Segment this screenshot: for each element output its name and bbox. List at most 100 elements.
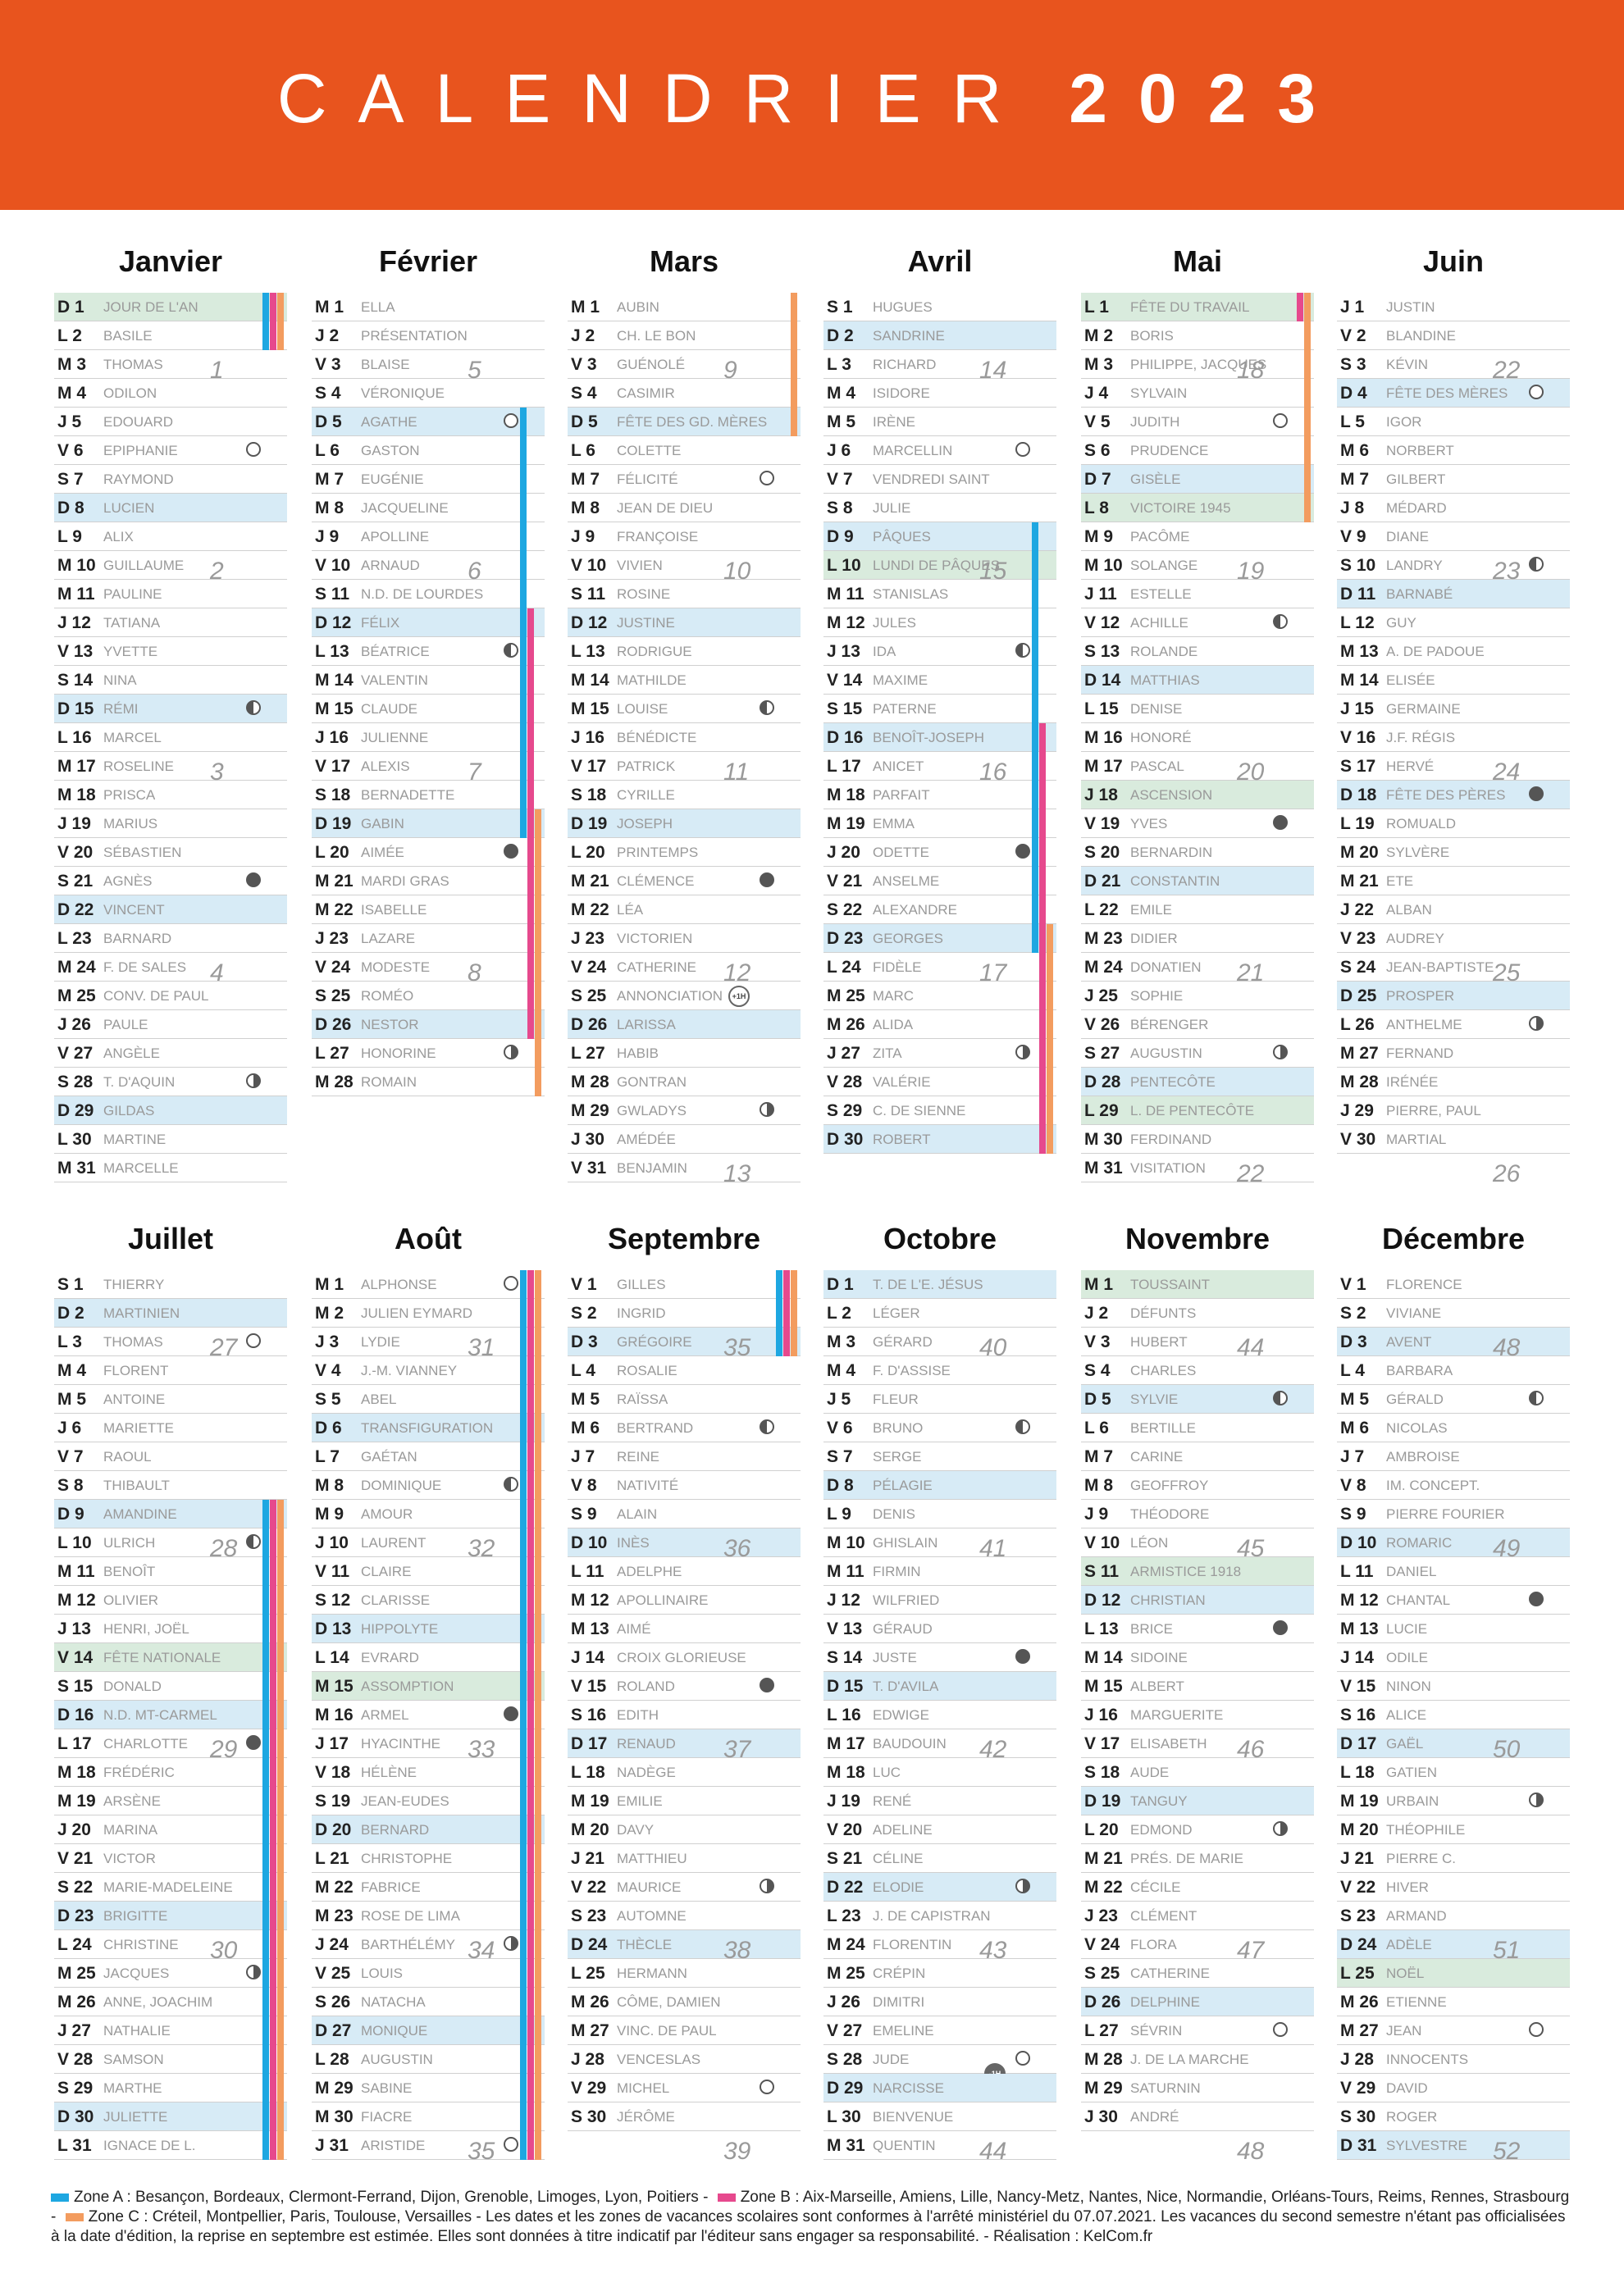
saint-name: AGATHE (361, 414, 417, 430)
day-label: S 7 (57, 470, 84, 489)
saint-name: GWLADYS (617, 1103, 687, 1118)
day-label: J 3 (315, 1332, 340, 1351)
saint-name: SAMSON (103, 2052, 164, 2067)
day-row: M 23 DIDIER (1081, 924, 1314, 953)
week-number: 35 (723, 1334, 751, 1361)
month-name: Avril (907, 244, 973, 278)
day-label: L 29 (1084, 1101, 1119, 1120)
new-moon-icon (1273, 815, 1288, 830)
first-quarter-icon (1273, 1045, 1288, 1059)
day-row: S 3 KÉVIN (1337, 350, 1570, 379)
day-row: D 2 SANDRINE (823, 321, 1056, 350)
day-label: M 19 (57, 1792, 96, 1811)
day-label: M 21 (571, 872, 609, 891)
month-name: Mai (1172, 244, 1222, 278)
day-row: M 18 PRISCA (54, 781, 287, 809)
saint-name: CASIMIR (617, 385, 675, 401)
day-row: D 16 BENOÎT-JOSEPH (823, 723, 1056, 752)
day-label: S 23 (1340, 1906, 1376, 1925)
saint-name: JUSTIN (1386, 299, 1435, 315)
day-row: D 22 ELODIE (823, 1873, 1056, 1902)
day-row: J 16 MARGUERITE (1081, 1701, 1314, 1729)
day-label: L 2 (57, 326, 82, 345)
saint-name: GUY (1386, 615, 1416, 631)
day-row: J 16 BÉNÉDICTE (568, 723, 801, 752)
saint-name: ANNONCIATION (617, 988, 723, 1004)
saint-name: DONALD (103, 1679, 162, 1694)
day-label: V 31 (571, 1159, 607, 1178)
last-quarter-icon (1015, 1419, 1030, 1434)
first-quarter-icon (1015, 1045, 1030, 1059)
day-row: S 25 ANNONCIATION +1H (568, 982, 801, 1010)
day-row: J 29 PIERRE, PAUL (1337, 1096, 1570, 1125)
week-number: 37 (723, 1736, 751, 1763)
saint-name: JOUR DE L'AN (103, 299, 198, 315)
saint-name: ROBERT (873, 1132, 931, 1147)
day-row: D 16 N.D. MT-CARMEL (54, 1701, 287, 1729)
day-row: M 14 MATHILDE (568, 666, 801, 695)
saint-name: LÉA (617, 902, 644, 918)
day-label: J 30 (1084, 2107, 1118, 2126)
day-row: D 25 PROSPER (1337, 982, 1570, 1010)
day-row: M 5 IRÈNE (823, 408, 1056, 436)
day-row: M 18 LUC (823, 1758, 1056, 1787)
day-row: S 8 JULIE (823, 494, 1056, 522)
saint-name: CLÉMENCE (617, 873, 695, 889)
new-moon-icon (1015, 844, 1030, 859)
day-row: D 23 GEORGES (823, 924, 1056, 953)
saint-name: ELISABETH (1130, 1736, 1207, 1752)
saint-name: CATHERINE (1130, 1966, 1210, 1981)
saint-name: MARIE-MADELEINE (103, 1879, 233, 1895)
saint-name: PÂQUES (873, 529, 931, 544)
day-row: J 9 FRANÇOISE (568, 522, 801, 551)
day-label: M 29 (571, 1101, 609, 1120)
day-label: M 22 (1084, 1878, 1123, 1897)
day-label: J 25 (1084, 986, 1118, 1005)
day-row: L 3 THOMAS (54, 1328, 287, 1356)
day-label: D 12 (1084, 1591, 1121, 1610)
saint-name: HENRI, JOËL (103, 1621, 189, 1637)
saint-name: ROSE DE LIMA (361, 1908, 460, 1924)
day-row: S 24 JEAN-BAPTISTE (1337, 953, 1570, 982)
day-row: S 13 ROLANDE (1081, 637, 1314, 666)
saint-name: TRANSFIGURATION (361, 1420, 494, 1436)
day-row: L 16 MARCEL (54, 723, 287, 752)
day-row: V 8 IM. CONCEPT. (1337, 1471, 1570, 1500)
day-row: L 26 ANTHELME (1337, 1010, 1570, 1039)
week-number: 10 (723, 558, 751, 585)
saint-name: NATACHA (361, 1994, 426, 2010)
day-row: V 24 CATHERINE (568, 953, 801, 982)
saint-name: MARCELLE (103, 1160, 179, 1176)
saint-name: ARMEL (361, 1707, 409, 1723)
day-row: S 26 NATACHA (312, 1988, 545, 2016)
day-label: J 22 (1340, 900, 1374, 919)
day-label: M 1 (315, 298, 344, 317)
day-row: D 21 CONSTANTIN (1081, 867, 1314, 895)
saint-name: JULES (873, 615, 916, 631)
day-row: S 2 VIVIANE (1337, 1299, 1570, 1328)
saint-name: SOLANGE (1130, 558, 1198, 573)
saint-name: F. DE SALES (103, 959, 187, 975)
day-row: M 26 ALIDA (823, 1010, 1056, 1039)
day-row: J 28 VENCESLAS (568, 2045, 801, 2074)
day-row: D 5 AGATHE (312, 408, 545, 436)
day-row: V 15 NINON (1337, 1672, 1570, 1701)
saint-name: HONORÉ (1130, 730, 1192, 745)
day-row: V 6 EPIPHANIE (54, 436, 287, 465)
first-quarter-icon (1529, 1016, 1544, 1031)
day-row: D 26 LARISSA (568, 1010, 801, 1039)
week-number: 19 (1237, 558, 1265, 585)
day-row: D 18 FÊTE DES PÈRES (1337, 781, 1570, 809)
day-row: M 27 JEAN (1337, 2016, 1570, 2045)
day-label: V 25 (315, 1964, 351, 1983)
saint-name: MARTIAL (1386, 1132, 1447, 1147)
week-number: 47 (1237, 1937, 1265, 1964)
day-label: D 29 (57, 1101, 94, 1120)
saint-name: CONSTANTIN (1130, 873, 1220, 889)
saint-name: ROMARIC (1386, 1535, 1453, 1551)
day-label: S 25 (315, 986, 351, 1005)
day-label: S 21 (827, 1849, 863, 1868)
saint-name: ISIDORE (873, 385, 930, 401)
day-label: M 14 (571, 671, 609, 690)
saint-name: CHARLES (1130, 1363, 1197, 1378)
